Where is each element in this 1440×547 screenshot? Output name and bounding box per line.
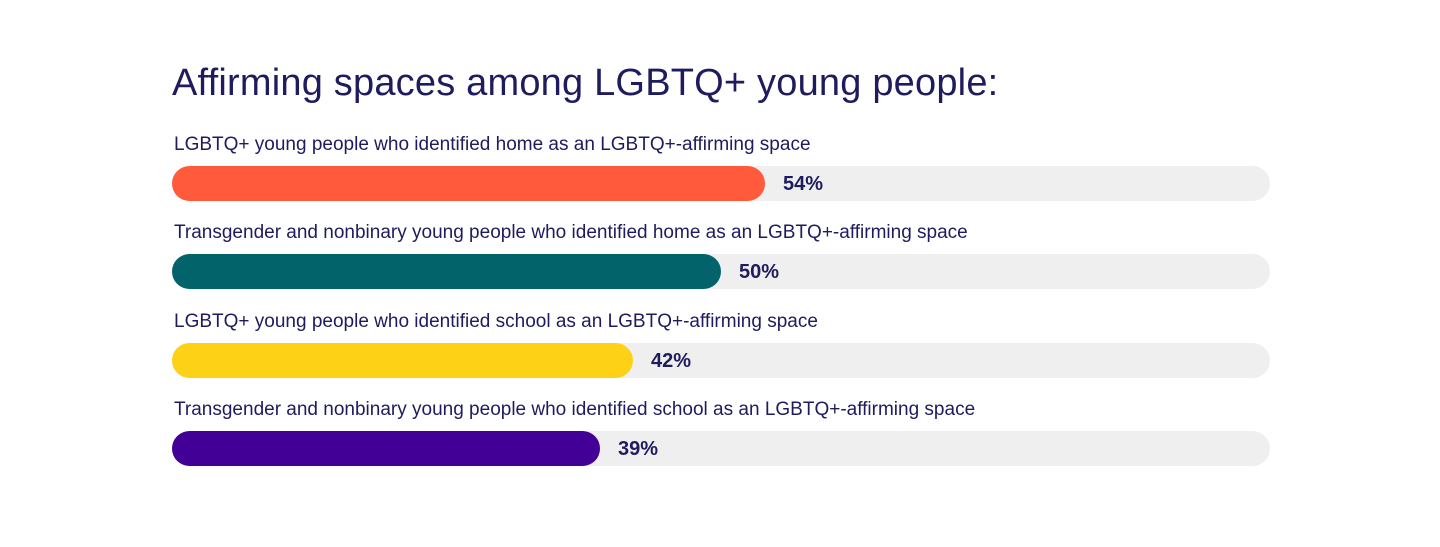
- bar: [172, 343, 633, 378]
- bar: [172, 431, 600, 466]
- bar-track: 50%: [172, 254, 1270, 289]
- bar-row: Transgender and nonbinary young people w…: [172, 222, 1270, 292]
- bar-label: LGBTQ+ young people who identified schoo…: [174, 311, 818, 332]
- bar-track: 39%: [172, 431, 1270, 466]
- bar-track: 42%: [172, 343, 1270, 378]
- bar: [172, 254, 721, 289]
- bar-value-label: 42%: [651, 350, 692, 372]
- bar-value-label: 50%: [739, 261, 780, 283]
- bar-label: Transgender and nonbinary young people w…: [174, 222, 968, 243]
- bar-row: Transgender and nonbinary young people w…: [172, 399, 1270, 469]
- bar: [172, 166, 765, 201]
- bar-track: 54%: [172, 166, 1270, 201]
- bar-row: LGBTQ+ young people who identified schoo…: [172, 311, 1270, 381]
- chart-title: Affirming spaces among LGBTQ+ young peop…: [172, 62, 999, 104]
- bar-label: Transgender and nonbinary young people w…: [174, 399, 976, 420]
- bar-value-label: 39%: [618, 438, 659, 460]
- bar-label: LGBTQ+ young people who identified home …: [174, 134, 811, 155]
- bar-row: LGBTQ+ young people who identified home …: [172, 134, 1270, 204]
- bar-value-label: 54%: [783, 173, 824, 195]
